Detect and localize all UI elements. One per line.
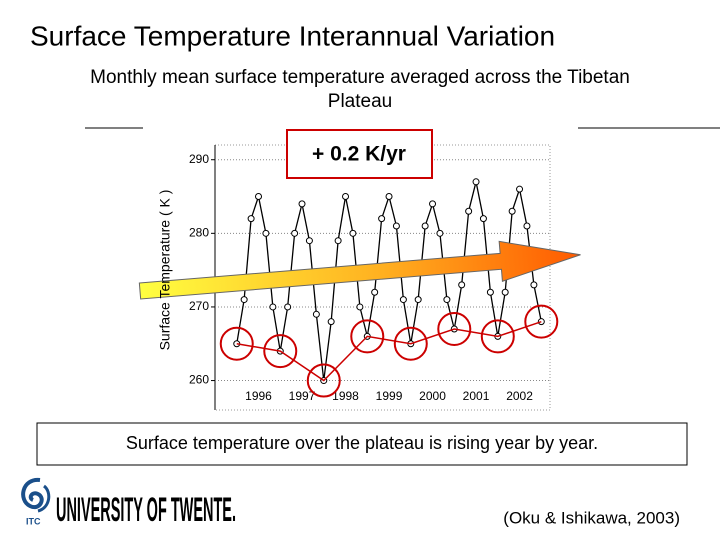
y-tick-label: 270 bbox=[189, 299, 209, 313]
data-point bbox=[378, 215, 386, 223]
logo-name: UNIVERSITY OF TWENTE. bbox=[56, 491, 236, 529]
data-point bbox=[508, 207, 516, 215]
x-tick-label: 1998 bbox=[332, 389, 359, 403]
logo-mark: ITC bbox=[26, 516, 41, 526]
data-point bbox=[392, 222, 400, 230]
trend-arrow bbox=[138, 240, 581, 300]
data-point bbox=[414, 296, 422, 304]
data-point bbox=[501, 288, 509, 296]
annotation: + 0.2 K/yr bbox=[312, 143, 406, 166]
subtitle: Monthly mean surface temperature average… bbox=[90, 67, 630, 112]
data-point bbox=[342, 193, 350, 201]
minimum-highlight bbox=[263, 334, 298, 369]
data-point bbox=[255, 193, 263, 201]
data-point bbox=[284, 303, 292, 311]
x-tick-label: 2001 bbox=[463, 389, 490, 403]
data-point bbox=[479, 215, 487, 223]
data-point bbox=[240, 296, 248, 304]
data-point bbox=[530, 281, 538, 289]
data-point bbox=[262, 229, 270, 237]
data-point bbox=[429, 200, 437, 208]
y-tick-label: 290 bbox=[189, 152, 209, 166]
x-tick-label: 1999 bbox=[376, 389, 403, 403]
minimum-highlight bbox=[393, 326, 428, 361]
data-point bbox=[312, 310, 320, 318]
x-tick-label: 2000 bbox=[419, 389, 446, 403]
x-tick-label: 2002 bbox=[506, 389, 533, 403]
data-point bbox=[523, 222, 531, 230]
data-point bbox=[356, 303, 364, 311]
minimum-link bbox=[236, 320, 542, 382]
data-point bbox=[436, 229, 444, 237]
minimum-highlight bbox=[524, 304, 559, 339]
minimum-highlight bbox=[350, 319, 385, 354]
data-point bbox=[465, 207, 473, 215]
caption-box bbox=[36, 422, 688, 466]
minimum-highlight bbox=[437, 312, 472, 347]
data-point bbox=[269, 303, 277, 311]
data-point bbox=[385, 193, 393, 201]
y-tick-label: 280 bbox=[189, 226, 209, 240]
data-point bbox=[472, 178, 480, 186]
data-point bbox=[305, 237, 313, 245]
data-point bbox=[334, 237, 342, 245]
data-point bbox=[516, 185, 524, 193]
data-point bbox=[371, 288, 379, 296]
y-axis-label: Surface Temperature ( K ) bbox=[157, 190, 173, 351]
data-point bbox=[421, 222, 429, 230]
data-point bbox=[298, 200, 306, 208]
citation: (Oku & Ishikawa, 2003) bbox=[503, 508, 680, 527]
data-point bbox=[486, 288, 494, 296]
data-point bbox=[291, 229, 299, 237]
minimum-highlight bbox=[219, 326, 254, 361]
data-point bbox=[458, 281, 466, 289]
annotation-box bbox=[286, 129, 433, 179]
minimum-highlight bbox=[480, 319, 515, 354]
data-point bbox=[327, 318, 335, 326]
logo-icon bbox=[21, 477, 51, 513]
x-tick-label: 1996 bbox=[245, 389, 272, 403]
caption: Surface temperature over the plateau is … bbox=[126, 433, 598, 453]
slide-title: Surface Temperature Interannual Variatio… bbox=[30, 20, 555, 51]
data-point bbox=[349, 229, 357, 237]
data-point bbox=[247, 215, 255, 223]
data-point bbox=[443, 296, 451, 304]
minimum-highlight bbox=[306, 363, 341, 398]
y-tick-label: 260 bbox=[189, 373, 209, 387]
data-point bbox=[399, 296, 407, 304]
x-tick-label: 1997 bbox=[289, 389, 316, 403]
